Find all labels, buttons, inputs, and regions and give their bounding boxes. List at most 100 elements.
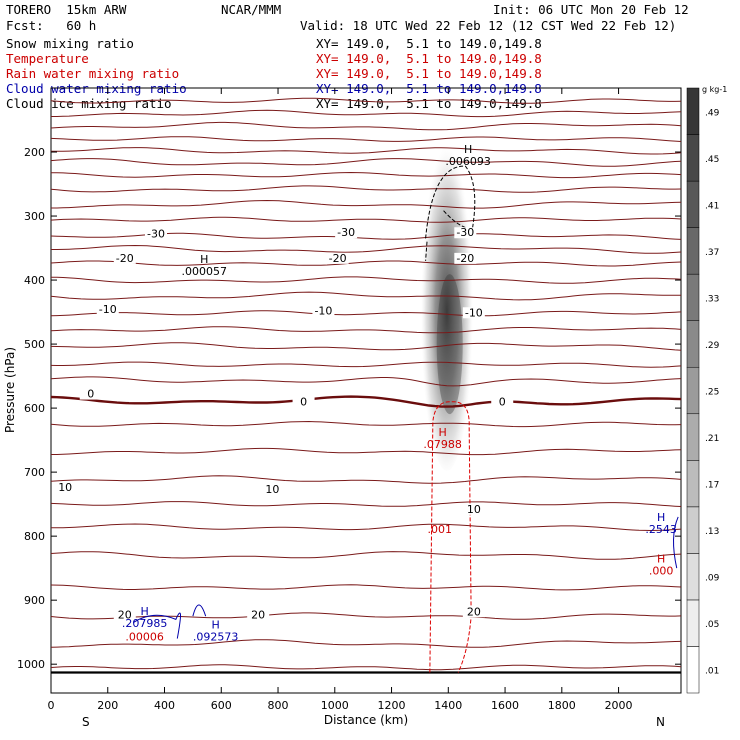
extremum-mark: H bbox=[657, 553, 665, 566]
isotherm-line bbox=[50, 136, 682, 142]
extremum-mark: H bbox=[141, 605, 149, 618]
temperature-label-bg bbox=[96, 304, 119, 316]
extremum-value: .000057 bbox=[181, 265, 227, 278]
isotherm-line bbox=[50, 584, 682, 591]
isotherm-line bbox=[50, 291, 682, 301]
colorbar-swatch bbox=[686, 646, 700, 694]
isotherm-line bbox=[50, 475, 682, 484]
x-tick-label: 1200 bbox=[378, 699, 406, 712]
temperature-label-bg bbox=[491, 396, 514, 408]
field-name-snow: Snow mixing ratio bbox=[6, 36, 134, 51]
isotherm-line bbox=[50, 185, 682, 193]
colorbar-label: .45 bbox=[705, 155, 719, 165]
center-title: NCAR/MMM bbox=[221, 2, 282, 17]
isotherm-line bbox=[51, 109, 682, 118]
y-tick-label: 700 bbox=[24, 466, 45, 479]
colorbar-label: .09 bbox=[705, 574, 720, 584]
y-axis-label: Pressure (hPa) bbox=[3, 347, 17, 433]
hydrometeor-contours bbox=[133, 165, 679, 673]
snow-plume-shading bbox=[420, 140, 473, 471]
temperature-label-bg bbox=[54, 482, 77, 494]
field-xy-rain: XY= 149.0, 5.1 to 149.0,149.8 bbox=[316, 66, 542, 81]
temperature-label: -10 bbox=[314, 304, 332, 317]
temperature-label-bg bbox=[462, 503, 485, 515]
axes: 0 200 400 600 800 1000 1200 1400 1600 1800 2000200… bbox=[17, 88, 681, 712]
snow-plume-core bbox=[436, 274, 463, 415]
temperature-label: 20 bbox=[118, 608, 132, 621]
field-name-rain: Rain water mixing ratio bbox=[6, 66, 180, 81]
x-tick-label: 0 bbox=[48, 699, 55, 712]
temperature-label-bg bbox=[454, 252, 477, 264]
colorbar-label: .33 bbox=[705, 294, 719, 304]
colorbar-label: .17 bbox=[705, 481, 719, 491]
isotherm-line bbox=[50, 216, 682, 223]
isotherm-line bbox=[50, 361, 682, 368]
temperature-label-bg bbox=[292, 396, 315, 408]
isotherm-line bbox=[50, 639, 682, 648]
y-tick-label: 600 bbox=[24, 402, 45, 415]
valid-time: Valid: 18 UTC Wed 22 Feb 12 (12 CST Wed … bbox=[300, 18, 677, 33]
colorbar-label: .29 bbox=[705, 341, 720, 351]
extremum-value: .207985 bbox=[122, 617, 168, 630]
x-tick-label: 1800 bbox=[548, 699, 576, 712]
isotherm-line bbox=[51, 523, 682, 532]
temperature-label: -30 bbox=[337, 226, 355, 239]
temperature-label: 0 bbox=[300, 395, 307, 408]
isotherm-line bbox=[51, 147, 682, 155]
colorbar-swatch bbox=[686, 180, 700, 228]
x-axis-label: Distance (km) bbox=[324, 713, 408, 727]
extremum-mark: H bbox=[438, 426, 446, 439]
extremum-value: .006093 bbox=[445, 155, 491, 168]
plot-frame bbox=[50, 87, 682, 694]
temperature-label-bg bbox=[113, 252, 136, 264]
temperature-label-bg bbox=[454, 227, 477, 239]
colorbar-swatch bbox=[686, 413, 700, 461]
field-xy-temperature: XY= 149.0, 5.1 to 149.0,149.8 bbox=[316, 51, 542, 66]
extremum-mark: H bbox=[464, 143, 472, 156]
colorbar-swatch bbox=[686, 366, 700, 415]
isotherm-line bbox=[50, 158, 682, 167]
temperature-label-bg bbox=[79, 388, 102, 400]
colorbar-swatch bbox=[686, 273, 700, 321]
isotherm-line bbox=[50, 612, 682, 620]
colorbar-label: .21 bbox=[705, 434, 719, 444]
temperature-label: 10 bbox=[265, 483, 279, 496]
snow-mixing-ratio-shading bbox=[420, 140, 473, 471]
init-time: Init: 06 UTC Mon 20 Feb 12 bbox=[493, 2, 689, 17]
x-tick-label: 1400 bbox=[434, 699, 462, 712]
colorbar-label: .41 bbox=[705, 201, 719, 211]
colorbar-unit: g kg-1 bbox=[702, 85, 727, 94]
y-tick-label: 1000 bbox=[17, 658, 45, 671]
isotherm-line bbox=[50, 551, 682, 560]
temperature-label-bg bbox=[462, 307, 485, 319]
isotherm-line bbox=[51, 199, 682, 209]
temperature-label-bg bbox=[335, 227, 358, 239]
isotherm-line bbox=[51, 447, 682, 456]
temperature-label: -10 bbox=[99, 303, 117, 316]
isotherm-line bbox=[50, 97, 682, 104]
colorbar-swatch bbox=[686, 134, 700, 182]
extremum-mark: H bbox=[657, 511, 665, 524]
y-tick-label: 500 bbox=[24, 338, 45, 351]
model-title: TORERO 15km ARW bbox=[6, 2, 127, 17]
temperature-label-bg bbox=[462, 606, 485, 618]
colorbar-label: .13 bbox=[705, 527, 719, 537]
temperature-label: 0 bbox=[499, 395, 506, 408]
isotherm-line bbox=[50, 276, 682, 284]
x-tick-label: 2000 bbox=[605, 699, 633, 712]
x-axis-end-left: S bbox=[82, 715, 90, 729]
temperature-label: -20 bbox=[116, 252, 134, 265]
temperature-label-bg bbox=[261, 483, 284, 495]
colorbar-label: .05 bbox=[705, 620, 719, 630]
x-tick-label: 400 bbox=[154, 699, 175, 712]
field-xy-snow: XY= 149.0, 5.1 to 149.0,149.8 bbox=[316, 36, 542, 51]
x-tick-label: 800 bbox=[268, 699, 289, 712]
rain-water-contour bbox=[429, 401, 472, 673]
colorbar: .01 .05 .09 .13 .17 .21 .25 .29 .33 .37 .41 .45 .49 g… bbox=[686, 85, 727, 694]
temperature-label: -20 bbox=[456, 252, 474, 265]
x-tick-label: 600 bbox=[211, 699, 232, 712]
y-tick-label: 200 bbox=[24, 146, 45, 159]
isotherm-line bbox=[50, 342, 682, 351]
temperature-label: 20 bbox=[251, 608, 265, 621]
